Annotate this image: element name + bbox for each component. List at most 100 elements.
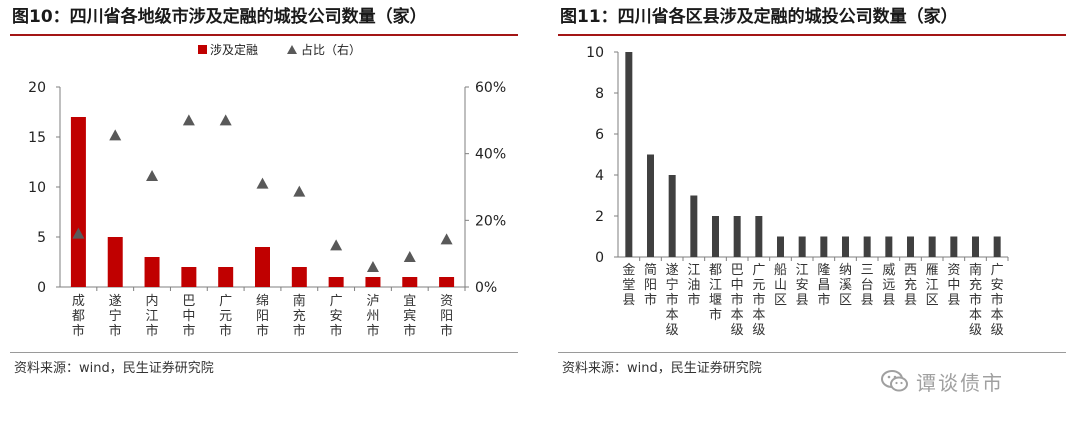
right-chart-panel: 图11：四川省各区县涉及定融的城投公司数量（家） 0 2 4 6 8 10 金堂县 简阳市 遂宁… xyxy=(558,0,1066,376)
bar xyxy=(928,236,936,257)
bar xyxy=(107,237,123,287)
bar xyxy=(993,236,1001,257)
x-tick-label: 宜宾市 xyxy=(403,294,416,339)
y2-tick-label: 0% xyxy=(475,280,497,296)
bar xyxy=(950,236,958,257)
ratio-marker xyxy=(109,129,122,141)
x-tick-label: 金堂县 xyxy=(622,262,635,308)
x-tick-label: 西充县 xyxy=(904,263,917,308)
x-tick-label: 南充市 xyxy=(293,293,306,339)
x-tick-label: 简阳市 xyxy=(644,262,657,308)
left-chart-svg: 涉及定融 占比（右） 0 5 10 15 20 0% 20% 40% 60% 成都市 遂宁市 内江市 巴中市… xyxy=(28,42,506,339)
x-tick-label: 资中县 xyxy=(947,263,960,308)
x-tick-label: 巴中市 xyxy=(182,294,195,339)
bar xyxy=(712,216,719,257)
x-tick-label: 三台县 xyxy=(861,263,874,308)
bar xyxy=(625,52,633,257)
x-tick-label: 雁江区 xyxy=(926,263,939,308)
ratio-marker xyxy=(182,114,195,126)
y2-tick-label: 20% xyxy=(475,213,506,229)
x-tick-label: 江油市 xyxy=(687,263,700,308)
x-tick-label: 船山区 xyxy=(774,263,787,308)
legend-label-ratio: 占比（右） xyxy=(301,42,361,57)
y2-tick-label: 40% xyxy=(475,147,506,163)
bar xyxy=(668,175,676,257)
x-tick-label: 成都市 xyxy=(72,294,85,339)
bar xyxy=(70,117,86,287)
bar xyxy=(972,236,979,257)
x-tick-label: 广安市 xyxy=(330,294,343,339)
bar xyxy=(777,236,784,257)
x-tick-label: 隆昌市 xyxy=(817,263,830,308)
bar xyxy=(291,267,307,287)
x-tick-label: 遂宁市本级 xyxy=(666,263,679,338)
x-tick-label: 泸州市 xyxy=(366,294,379,339)
left-chart-panel: 图10：四川省各地级市涉及定融的城投公司数量（家） 涉及定融 占比（右） 0 5 10 1… xyxy=(10,0,518,376)
left-chart-title: 图10：四川省各地级市涉及定融的城投公司数量（家） xyxy=(10,0,518,36)
x-tick-label: 广安市本级 xyxy=(991,263,1004,338)
legend-label-bars: 涉及定融 xyxy=(210,42,258,57)
y-tick-label: 2 xyxy=(595,209,604,225)
left-source-note: 资料来源：wind，民生证券研究院 xyxy=(14,361,214,376)
y-tick-label: 4 xyxy=(595,168,604,184)
right-source-note: 资料来源：wind，民生证券研究院 xyxy=(562,361,762,376)
bar xyxy=(885,236,893,257)
bar xyxy=(144,257,160,287)
bar xyxy=(798,236,806,257)
wechat-icon xyxy=(881,370,908,392)
bar xyxy=(842,236,849,257)
ratio-marker xyxy=(330,239,343,251)
right-chart-svg: 0 2 4 6 8 10 金堂县简阳市遂宁市本级江油市都江堰市巴中市本级广元市本级船山区江安… xyxy=(586,45,1009,338)
bar xyxy=(733,216,741,257)
y-tick-label: 10 xyxy=(586,45,604,61)
y2-tick-label: 60% xyxy=(475,80,506,96)
ratio-marker xyxy=(219,114,232,126)
y-tick-label: 15 xyxy=(28,130,46,146)
ratio-marker xyxy=(72,227,85,239)
y-tick-label: 10 xyxy=(28,180,46,196)
y-tick-label: 8 xyxy=(595,86,604,102)
x-tick-label: 南充市本级 xyxy=(969,262,982,338)
ratio-marker xyxy=(146,170,159,181)
bar xyxy=(647,154,654,257)
ratio-marker xyxy=(293,185,306,197)
x-tick-label: 纳溪区 xyxy=(839,263,852,308)
bar xyxy=(907,236,914,257)
ratio-marker xyxy=(403,251,416,262)
bar xyxy=(439,277,455,287)
bar xyxy=(755,216,763,257)
y-tick-label: 5 xyxy=(37,230,46,246)
right-chart-title: 图11：四川省各区县涉及定融的城投公司数量（家） xyxy=(558,0,1066,36)
bar xyxy=(181,267,197,287)
y-tick-label: 0 xyxy=(595,250,604,266)
x-tick-label: 绵阳市 xyxy=(256,294,269,339)
x-tick-label: 江安县 xyxy=(796,263,809,308)
y-tick-label: 6 xyxy=(595,127,604,143)
bar xyxy=(820,236,828,257)
bar xyxy=(255,247,270,287)
x-tick-label: 资阳市 xyxy=(440,294,453,339)
bar xyxy=(328,277,344,287)
bar xyxy=(365,277,381,287)
watermark-text: 谭谈债市 xyxy=(916,370,1004,395)
legend-swatch-bars xyxy=(198,45,207,54)
left-source-divider xyxy=(10,352,518,353)
bar xyxy=(218,267,234,287)
y-tick-label: 0 xyxy=(37,280,46,296)
ratio-marker xyxy=(366,261,379,272)
ratio-marker xyxy=(256,177,269,189)
right-source-divider xyxy=(558,352,1066,353)
y-tick-label: 20 xyxy=(28,80,46,96)
x-tick-label: 广元市本级 xyxy=(752,263,765,338)
x-tick-label: 广元市 xyxy=(219,294,232,339)
ratio-marker xyxy=(440,233,453,245)
bar xyxy=(863,236,871,257)
x-tick-label: 威远县 xyxy=(882,263,895,308)
x-tick-label: 巴中市本级 xyxy=(731,263,744,338)
x-tick-label: 内江市 xyxy=(146,293,159,339)
bar xyxy=(402,277,418,287)
legend-marker-ratio xyxy=(287,45,297,54)
x-tick-label: 遂宁市 xyxy=(109,294,122,339)
bar xyxy=(690,195,698,257)
x-tick-label: 都江堰市 xyxy=(709,263,722,323)
